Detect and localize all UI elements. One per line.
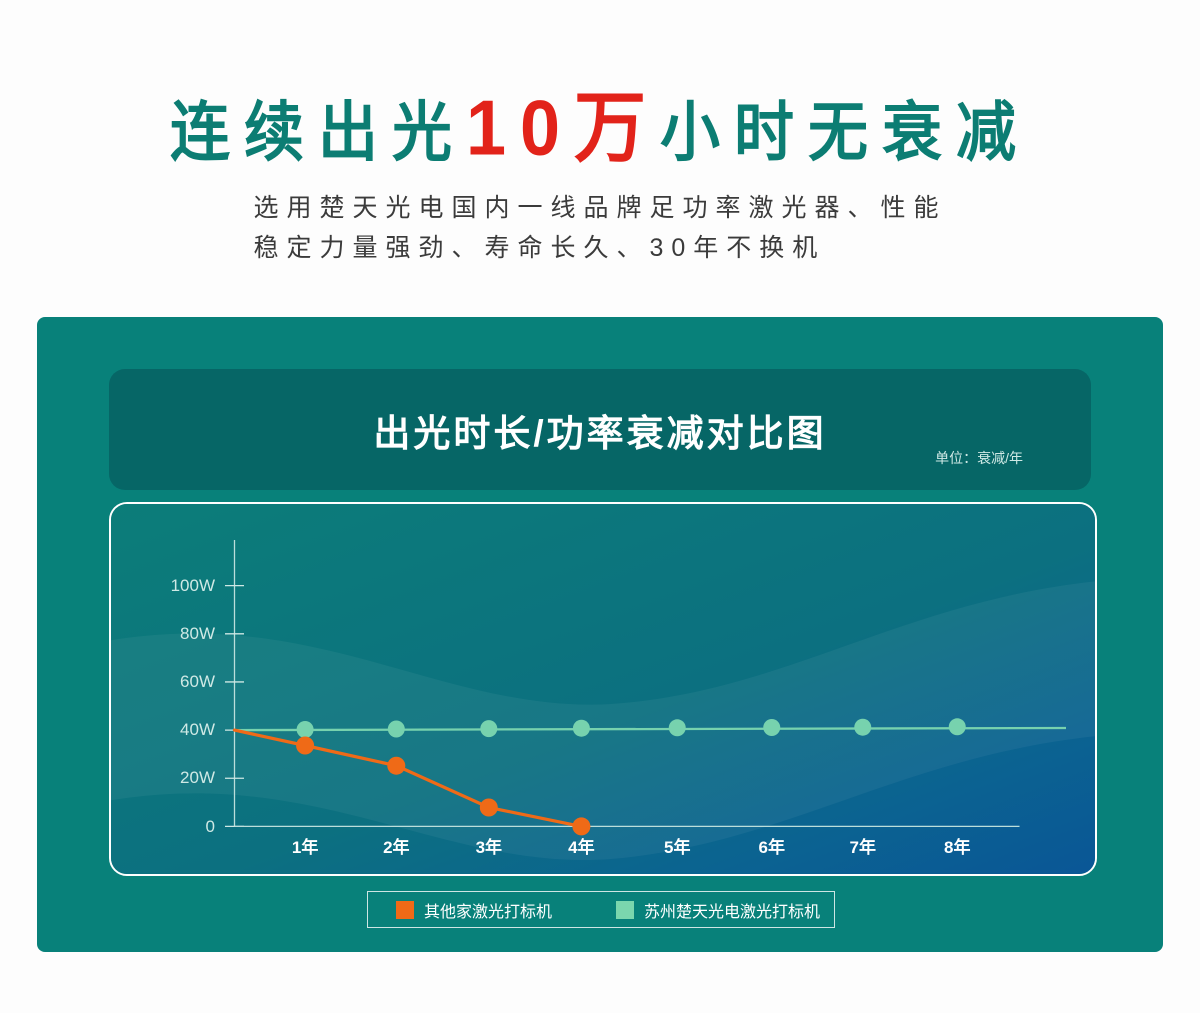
svg-text:1年: 1年 [292, 837, 318, 857]
svg-text:100W: 100W [171, 576, 215, 595]
svg-text:4年: 4年 [568, 837, 594, 857]
svg-text:8年: 8年 [944, 837, 970, 857]
svg-text:40W: 40W [180, 720, 215, 739]
svg-text:80W: 80W [180, 624, 215, 643]
svg-text:0: 0 [206, 817, 215, 836]
svg-text:3年: 3年 [476, 837, 502, 857]
svg-text:60W: 60W [180, 672, 215, 691]
svg-text:7年: 7年 [850, 837, 876, 857]
svg-text:2年: 2年 [383, 837, 409, 857]
svg-text:6年: 6年 [759, 837, 785, 857]
svg-text:5年: 5年 [664, 837, 690, 857]
svg-text:20W: 20W [180, 768, 215, 787]
